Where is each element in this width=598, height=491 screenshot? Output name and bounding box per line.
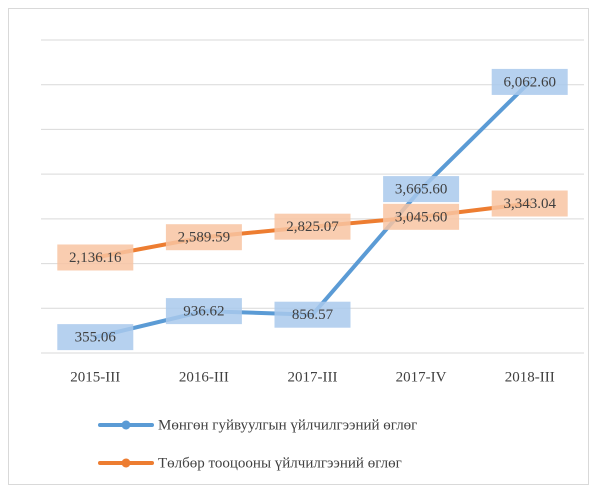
x-tick-label: 2015-III [70,369,120,385]
data-label: 3,343.04 [503,196,556,212]
x-tick-label: 2016-III [179,369,229,385]
legend-label: Мөнгөн гуйвуулгын үйлчилгээний өглөг [158,417,417,433]
data-label-box [383,176,460,203]
x-tick-label: 2018-III [505,369,555,385]
x-tick-label: 2017-IV [396,369,447,385]
data-label: 6,062.60 [503,74,556,90]
data-label-box [57,324,134,351]
legend-label: Төлбөр тооцооны үйлчилгээний өглөг [158,455,402,471]
data-label: 2,825.07 [286,219,339,235]
data-label: 3,665.60 [395,182,448,198]
x-tick-label: 2017-III [288,369,338,385]
data-label-box [491,190,568,217]
data-label: 2,136.16 [69,250,122,266]
data-label-box [165,224,242,251]
legend-marker [121,458,131,468]
legend-marker [121,420,131,430]
data-label: 2,589.59 [178,230,231,246]
data-label-box [274,213,351,240]
data-label-box [383,203,460,230]
data-label: 936.62 [183,304,224,320]
data-label-box [165,298,242,325]
data-label: 355.06 [75,330,117,346]
data-label-box [491,68,568,95]
data-label: 856.57 [292,307,334,323]
data-label: 3,045.60 [395,209,448,225]
data-label-box [274,301,351,328]
data-label-box [57,244,134,271]
